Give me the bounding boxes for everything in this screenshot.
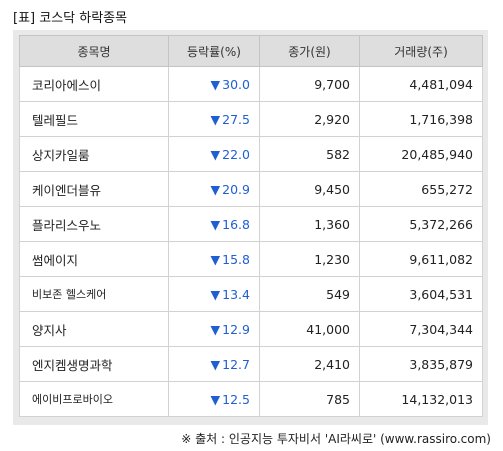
stock-name: 비보존 헬스케어: [19, 276, 169, 312]
close-price: 9,450: [259, 171, 360, 207]
down-arrow-icon: ▼: [210, 286, 221, 302]
down-arrow-icon: ▼: [210, 111, 221, 127]
table-frame: 종목명 등락률(%) 종가(원) 거래량(주) 코리아에스이 ▼ 30.0 9,7…: [13, 30, 488, 425]
table-row: 엔지켐생명과학 ▼ 12.7 2,410 3,835,879: [19, 346, 483, 382]
stock-name: 에이비프로바이오: [19, 381, 169, 417]
change-rate: 15.8: [222, 251, 250, 267]
header-stock-name: 종목명: [19, 35, 169, 67]
table-row: 썸에이지 ▼ 15.8 1,230 9,611,082: [19, 241, 483, 277]
down-arrow-icon: ▼: [210, 391, 221, 407]
stock-name: 양지사: [19, 311, 169, 347]
volume: 1,716,398: [359, 101, 483, 137]
volume: 20,485,940: [359, 136, 483, 172]
change-rate-cell: ▼ 15.8: [168, 241, 260, 277]
source-note: ※ 출처 : 인공지능 투자비서 'AI라씨로' (www.rassiro.co…: [181, 432, 491, 446]
change-rate-cell: ▼ 12.7: [168, 346, 260, 382]
volume: 7,304,344: [359, 311, 483, 347]
table-row: 케이엔더블유 ▼ 20.9 9,450 655,272: [19, 171, 483, 207]
close-price: 549: [259, 276, 360, 312]
table-row: 텔레필드 ▼ 27.5 2,920 1,716,398: [19, 101, 483, 137]
change-rate: 16.8: [222, 216, 250, 232]
header-volume: 거래량(주): [359, 35, 483, 67]
change-rate-cell: ▼ 30.0: [168, 66, 260, 102]
page-title: [표] 코스닥 하락종목: [13, 11, 128, 26]
volume: 3,604,531: [359, 276, 483, 312]
change-rate: 12.7: [222, 356, 250, 372]
down-arrow-icon: ▼: [210, 76, 221, 92]
change-rate: 27.5: [222, 111, 250, 127]
down-arrow-icon: ▼: [210, 146, 221, 162]
stock-name: 상지카일룸: [19, 136, 169, 172]
stock-name: 썸에이지: [19, 241, 169, 277]
volume: 9,611,082: [359, 241, 483, 277]
volume: 4,481,094: [359, 66, 483, 102]
stock-name: 플라리스우노: [19, 206, 169, 242]
close-price: 785: [259, 381, 360, 417]
change-rate-cell: ▼ 12.9: [168, 311, 260, 347]
change-rate-cell: ▼ 20.9: [168, 171, 260, 207]
change-rate-cell: ▼ 12.5: [168, 381, 260, 417]
change-rate-cell: ▼ 16.8: [168, 206, 260, 242]
volume: 14,132,013: [359, 381, 483, 417]
close-price: 41,000: [259, 311, 360, 347]
close-price: 1,360: [259, 206, 360, 242]
header-close-price: 종가(원): [259, 35, 360, 67]
volume: 5,372,266: [359, 206, 483, 242]
stock-name: 코리아에스이: [19, 66, 169, 102]
volume: 3,835,879: [359, 346, 483, 382]
table-row: 플라리스우노 ▼ 16.8 1,360 5,372,266: [19, 206, 483, 242]
table-row: 양지사 ▼ 12.9 41,000 7,304,344: [19, 311, 483, 347]
stock-table: 종목명 등락률(%) 종가(원) 거래량(주) 코리아에스이 ▼ 30.0 9,7…: [19, 35, 483, 417]
table-header-row: 종목명 등락률(%) 종가(원) 거래량(주): [19, 35, 483, 67]
down-arrow-icon: ▼: [210, 251, 221, 267]
table-row: 상지카일룸 ▼ 22.0 582 20,485,940: [19, 136, 483, 172]
change-rate: 22.0: [222, 146, 250, 162]
down-arrow-icon: ▼: [210, 356, 221, 372]
header-change-rate: 등락률(%): [168, 35, 260, 67]
stock-name: 엔지켐생명과학: [19, 346, 169, 382]
close-price: 9,700: [259, 66, 360, 102]
volume: 655,272: [359, 171, 483, 207]
close-price: 2,920: [259, 101, 360, 137]
down-arrow-icon: ▼: [210, 181, 221, 197]
change-rate: 12.5: [222, 391, 250, 407]
stock-name: 텔레필드: [19, 101, 169, 137]
close-price: 1,230: [259, 241, 360, 277]
change-rate: 30.0: [222, 76, 250, 92]
stock-name: 케이엔더블유: [19, 171, 169, 207]
close-price: 2,410: [259, 346, 360, 382]
table-row: 비보존 헬스케어 ▼ 13.4 549 3,604,531: [19, 276, 483, 312]
change-rate-cell: ▼ 13.4: [168, 276, 260, 312]
change-rate: 13.4: [222, 286, 250, 302]
down-arrow-icon: ▼: [210, 216, 221, 232]
change-rate-cell: ▼ 22.0: [168, 136, 260, 172]
table-row: 에이비프로바이오 ▼ 12.5 785 14,132,013: [19, 381, 483, 417]
change-rate-cell: ▼ 27.5: [168, 101, 260, 137]
change-rate: 12.9: [222, 321, 250, 337]
table-row: 코리아에스이 ▼ 30.0 9,700 4,481,094: [19, 66, 483, 102]
change-rate: 20.9: [222, 181, 250, 197]
down-arrow-icon: ▼: [210, 321, 221, 337]
close-price: 582: [259, 136, 360, 172]
